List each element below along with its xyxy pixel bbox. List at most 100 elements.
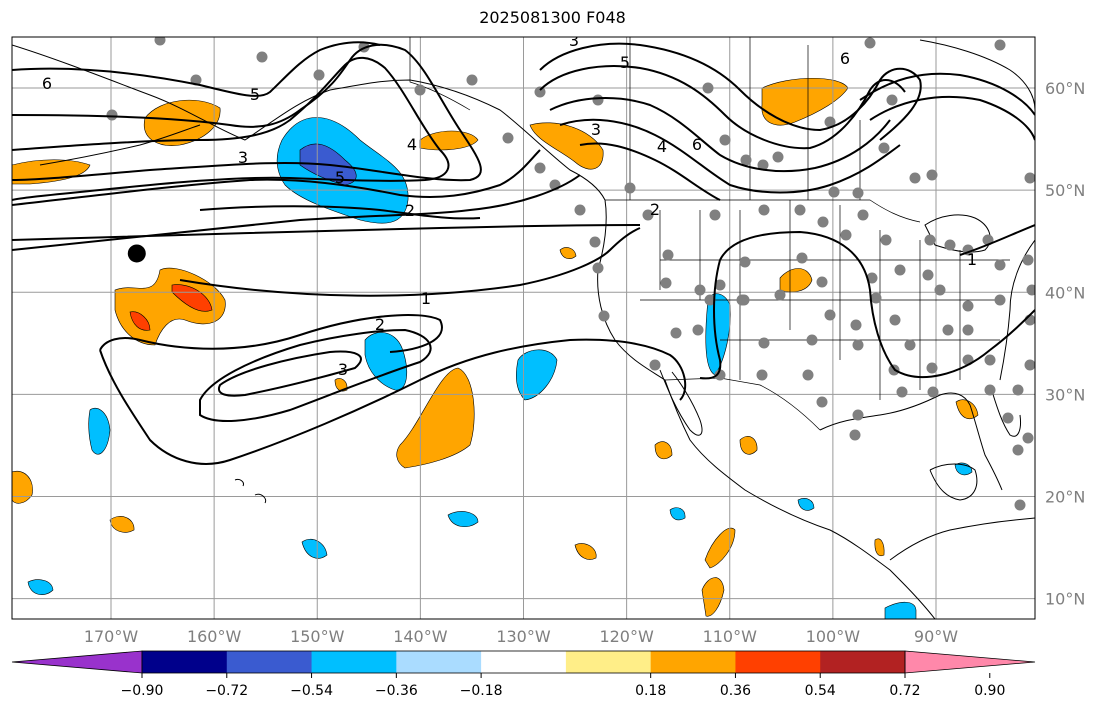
coastlines [12, 39, 1035, 619]
station-dot [857, 209, 869, 221]
hudson-bay [919, 39, 1035, 111]
station-dot [817, 216, 829, 228]
colorbar-low-extension [11, 650, 143, 674]
station-dot [1022, 432, 1034, 444]
station-dot [927, 386, 939, 398]
station-dot [709, 209, 721, 221]
station-dot [864, 37, 876, 49]
contour-label: 5 [620, 53, 630, 72]
contour-line [869, 95, 1035, 141]
longitude-label: 160°W [187, 627, 242, 646]
colorbar-tick-label: 0.36 [720, 683, 751, 699]
anomaly-shading [12, 77, 979, 619]
colorbar-tick-label: −0.90 [121, 683, 164, 699]
station-dot [849, 429, 861, 441]
station-dot [962, 300, 974, 312]
station-dot [816, 396, 828, 408]
station-dot [889, 314, 901, 326]
colorbar-tick-label: 0.90 [974, 683, 1005, 699]
station-dot [926, 362, 938, 374]
contour-line [12, 149, 541, 206]
longitude-label: 130°W [496, 627, 551, 646]
positive-anomaly-region [12, 159, 91, 185]
station-dot [984, 354, 996, 366]
station-dot [589, 236, 601, 248]
colorbar-tick-label: −0.36 [375, 683, 418, 699]
station-dot [942, 324, 954, 336]
station-dot [870, 292, 882, 304]
contour-line [699, 259, 722, 380]
station-dot [1022, 254, 1034, 266]
station-dot [984, 384, 996, 396]
yucatan [929, 463, 978, 501]
station-dot [154, 37, 166, 46]
station-dot [256, 51, 268, 63]
contour-lines [12, 41, 1035, 465]
station-dot [994, 294, 1006, 306]
colorbar-high-extension [904, 650, 1036, 674]
longitude-label: 120°W [599, 627, 654, 646]
station-dot [774, 289, 786, 301]
map-frame [11, 36, 1036, 620]
contour-label: 2 [650, 200, 660, 219]
station-dot [922, 269, 934, 281]
contour-label: 6 [692, 135, 702, 154]
station-dot [534, 86, 546, 98]
central-america [889, 517, 1035, 561]
station-dot [894, 264, 906, 276]
contour-label: 3 [591, 120, 601, 139]
contour-line [99, 314, 443, 353]
station-dot [592, 262, 604, 274]
station-dot [466, 74, 478, 86]
station-dot [962, 324, 974, 336]
positive-anomaly-region [704, 527, 736, 569]
gulf-coast [819, 392, 1003, 491]
latitude-label: 20°N [1045, 487, 1085, 506]
station-dot [313, 69, 325, 81]
colorbar-segment [650, 651, 736, 673]
station-dot [106, 109, 118, 121]
station-dot [852, 187, 864, 199]
contour-line [12, 41, 381, 97]
contour-label: 1 [421, 289, 431, 308]
negative-anomaly-region [27, 579, 54, 595]
colorbar-tick-label: −0.72 [205, 683, 248, 699]
map-gridlines [12, 37, 1035, 619]
negative-anomaly-region [884, 601, 917, 619]
station-dot [719, 134, 731, 146]
contour-label: 2 [375, 315, 385, 334]
aleutian-arc [39, 124, 201, 166]
station-dot [598, 310, 610, 322]
latitude-label: 60°N [1045, 79, 1085, 98]
positive-anomaly-region [396, 367, 475, 469]
florida [989, 384, 1021, 437]
station-dot [714, 369, 726, 381]
contour-line [719, 230, 1035, 378]
contour-line [549, 97, 891, 173]
negative-anomaly-region [88, 407, 111, 455]
station-dot [824, 309, 836, 321]
station-dot [816, 276, 828, 288]
colorbar-segment [820, 651, 906, 673]
station-dot [880, 234, 892, 246]
station-dot [592, 94, 604, 106]
colorbar-segment [565, 651, 652, 673]
latitude-label: 30°N [1045, 385, 1085, 404]
contour-label: 4 [657, 137, 667, 156]
contour-label: 5 [335, 168, 345, 187]
positive-anomaly-region [12, 470, 33, 504]
hawaii [234, 479, 267, 504]
contour-line [12, 56, 450, 201]
longitude-label: 150°W [290, 627, 345, 646]
station-dot [924, 234, 936, 246]
station-dot [852, 409, 864, 421]
contour-label: 6 [840, 49, 850, 68]
colorbar-segment [396, 651, 482, 673]
contour-label: 5 [250, 85, 260, 104]
station-dot [1012, 384, 1024, 396]
station-dot [909, 172, 921, 184]
colorbar-segment [481, 651, 567, 673]
station-dot [840, 229, 852, 241]
station-dot [850, 319, 862, 331]
